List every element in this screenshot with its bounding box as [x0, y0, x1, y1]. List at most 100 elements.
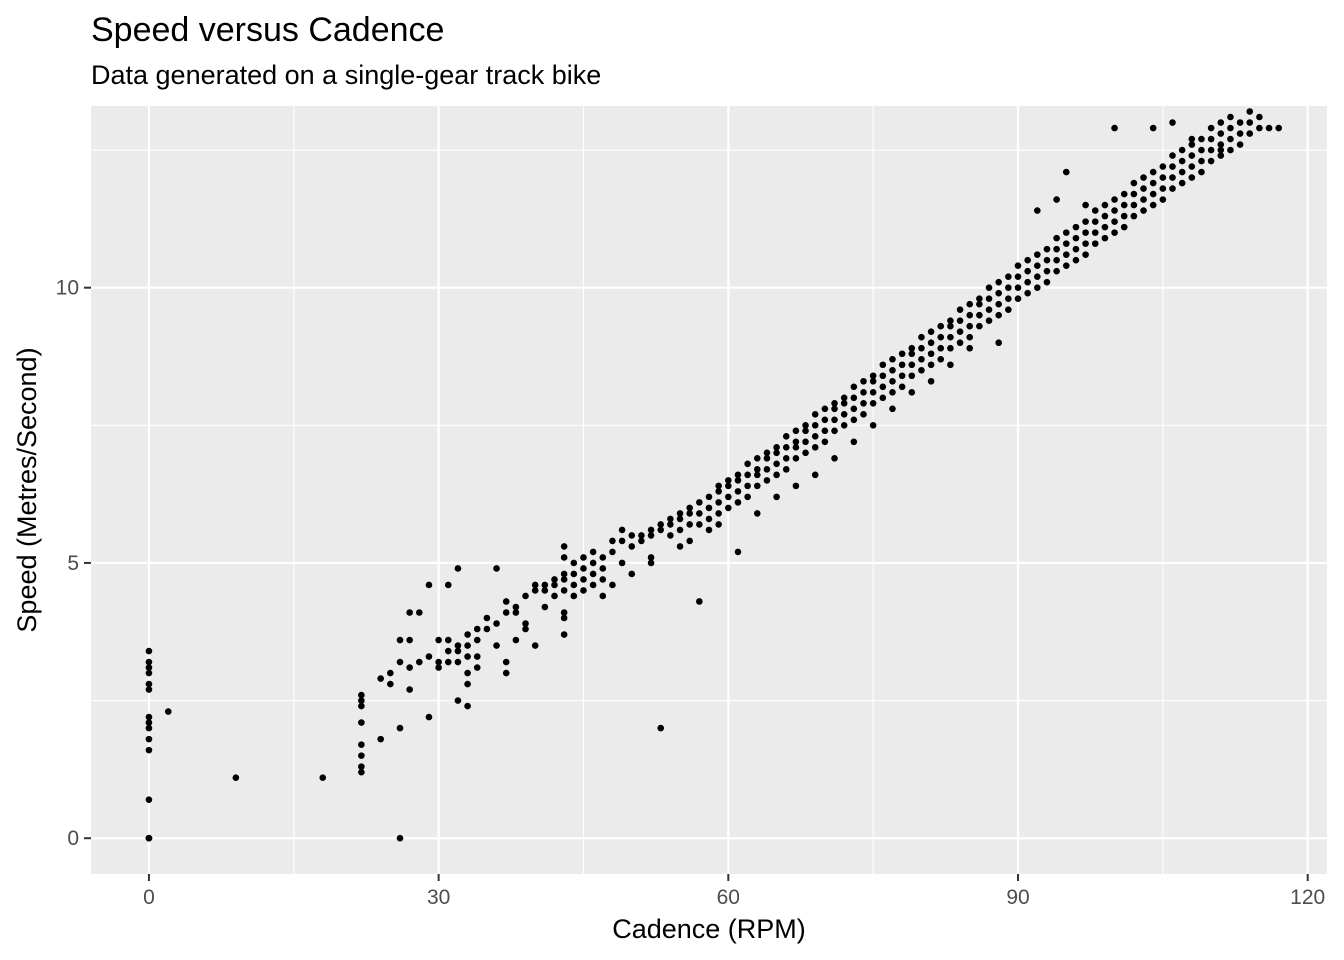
data-point [618, 537, 626, 545]
data-point [1091, 240, 1099, 247]
data-point [358, 763, 365, 770]
data-point [1101, 234, 1109, 242]
data-point [763, 477, 771, 484]
data-point [782, 433, 790, 440]
data-point [396, 658, 404, 666]
data-point [1178, 146, 1186, 154]
data-point [850, 438, 858, 446]
data-point [647, 532, 655, 539]
chart-title: Speed versus Cadence [91, 11, 444, 49]
data-point [1140, 174, 1147, 181]
data-point [425, 653, 433, 660]
data-point [1217, 152, 1225, 159]
data-point [811, 471, 819, 479]
minor-gridlines [91, 106, 1327, 874]
data-point [908, 344, 916, 352]
data-point [734, 499, 742, 506]
data-point [1053, 196, 1060, 203]
data-point [464, 669, 471, 677]
data-point [618, 526, 626, 534]
data-point [705, 515, 713, 523]
data-point [232, 774, 240, 781]
data-point [715, 510, 722, 517]
data-point [696, 499, 703, 506]
data-point [1236, 119, 1244, 126]
data-points [145, 108, 1283, 842]
data-point [589, 581, 597, 589]
data-point [792, 438, 800, 446]
data-point [377, 735, 384, 743]
data-point [1169, 174, 1176, 181]
data-point [1227, 113, 1234, 121]
data-point [956, 317, 964, 325]
data-point [145, 719, 153, 726]
data-point [676, 543, 684, 550]
data-point [647, 554, 655, 561]
data-point [947, 344, 954, 352]
data-point [425, 581, 433, 589]
data-point [966, 322, 974, 330]
data-point [821, 438, 829, 446]
data-point [1217, 141, 1225, 148]
data-point [444, 647, 452, 655]
data-point [589, 559, 597, 567]
data-point [995, 339, 1002, 347]
data-point [1024, 256, 1031, 264]
data-point [609, 581, 616, 589]
data-point [406, 609, 413, 616]
data-point [1149, 124, 1157, 132]
data-point [676, 510, 684, 517]
data-point [715, 521, 722, 528]
data-point [502, 598, 510, 605]
y-axis: 0 5 10 [56, 277, 91, 850]
data-point [1217, 130, 1225, 137]
data-point [435, 658, 442, 666]
y-tick-label: 0 [67, 827, 79, 850]
data-point [1034, 262, 1041, 269]
data-point [985, 317, 993, 325]
data-point [502, 609, 510, 616]
data-point [1256, 113, 1263, 121]
data-point [145, 669, 153, 677]
data-point [1082, 218, 1089, 225]
data-point [1265, 124, 1273, 132]
data-point [1198, 135, 1205, 143]
data-point [995, 300, 1002, 308]
data-point [1159, 174, 1167, 181]
data-point [744, 493, 751, 501]
data-point [686, 521, 693, 528]
data-point [937, 333, 945, 341]
data-point [985, 295, 993, 302]
data-point [850, 383, 858, 391]
data-point [1198, 168, 1205, 176]
data-point [454, 642, 462, 649]
data-point [1207, 157, 1215, 165]
data-point [145, 664, 153, 671]
data-point [686, 510, 693, 517]
data-point [763, 466, 771, 473]
data-point [1246, 119, 1254, 126]
data-point [667, 521, 674, 528]
data-point [387, 669, 394, 677]
data-point [696, 598, 703, 605]
data-point [753, 455, 761, 462]
data-point [1130, 201, 1138, 209]
data-point [358, 702, 365, 710]
data-point [976, 295, 983, 302]
data-point [811, 411, 819, 418]
data-point [541, 587, 549, 594]
data-point [725, 477, 732, 484]
data-point [358, 697, 365, 704]
data-point [715, 499, 722, 506]
data-point [840, 399, 848, 407]
data-point [850, 405, 858, 413]
data-point [840, 394, 848, 402]
data-point [995, 311, 1002, 319]
data-point [358, 719, 365, 726]
data-point [541, 581, 549, 589]
data-point [145, 647, 153, 655]
data-point [589, 570, 597, 578]
data-point [860, 399, 867, 407]
data-point [744, 471, 751, 479]
data-point [927, 328, 935, 336]
